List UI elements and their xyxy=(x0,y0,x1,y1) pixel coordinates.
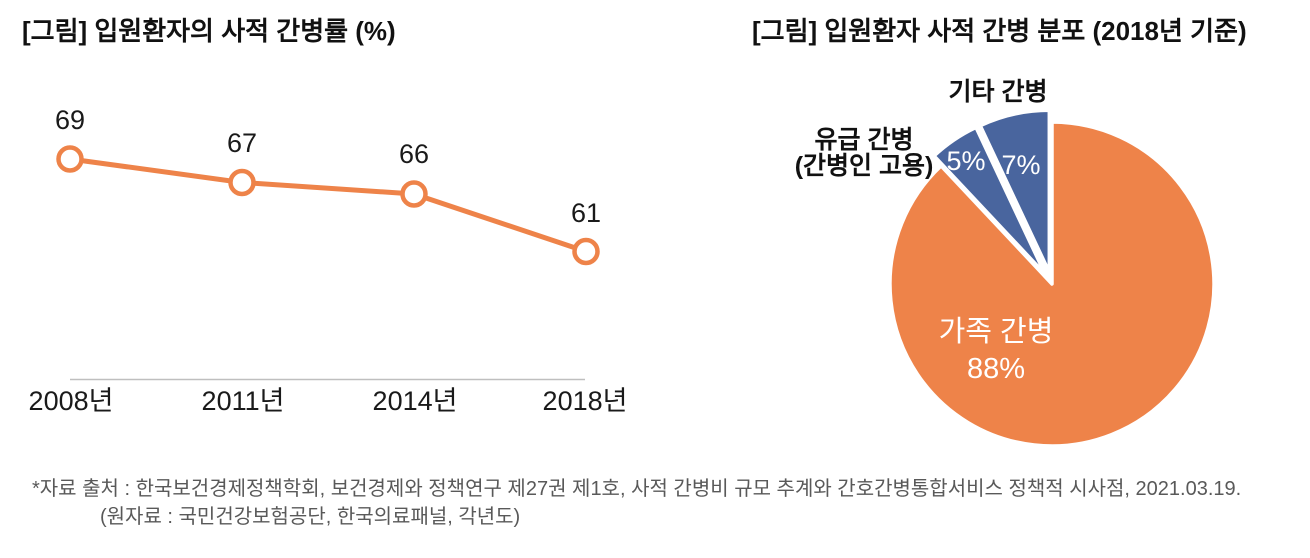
pie-label-family: 가족 간병 88% xyxy=(939,314,1054,388)
pie-callout-paid: 유급 간병 (간병인 고용) xyxy=(795,127,934,179)
data-label-2008: 69 xyxy=(54,105,86,135)
pie-pct-paid: 5% xyxy=(946,146,986,176)
line-chart xyxy=(56,145,600,381)
pie-slice-other xyxy=(978,108,1052,275)
line-chart-title: [그림] 입원환자의 사적 간병률 (%) xyxy=(22,16,396,46)
trend-line xyxy=(69,156,587,254)
pie-pct-other: 7% xyxy=(1001,150,1041,180)
pie-slice-family xyxy=(888,120,1216,448)
pie-callout-paid-line2: (간병인 고용) xyxy=(794,152,934,180)
pie-callout-other: 기타 간병 xyxy=(948,78,1048,106)
data-label-2018: 61 xyxy=(570,198,602,228)
data-point-marker-2008 xyxy=(56,145,84,173)
x-axis-label-2008: 2008년 xyxy=(28,386,114,416)
data-label-2014: 66 xyxy=(398,139,430,169)
data-point-marker-2014 xyxy=(400,180,428,208)
source-note-line1: *자료 출처 : 한국보건경제정책학회, 보건경제와 정책연구 제27권 제1호… xyxy=(32,478,1242,500)
data-point-marker-2018 xyxy=(572,237,600,266)
x-axis-label-2018: 2018년 xyxy=(542,386,628,416)
data-point-marker-2011 xyxy=(228,168,256,197)
pie-slice-paid xyxy=(932,125,1047,276)
pie-label-family-pct: 88% xyxy=(966,353,1026,385)
pie-callout-paid-line1: 유급 간병 xyxy=(814,126,914,154)
data-label-2011: 67 xyxy=(226,128,258,158)
x-axis-label-2011: 2011년 xyxy=(201,386,285,416)
pie-chart-title: [그림] 입원환자 사적 간병 분포 (2018년 기준) xyxy=(752,16,1247,46)
pie-label-family-name: 가족 간병 xyxy=(938,316,1054,348)
x-axis-label-2014: 2014년 xyxy=(372,386,458,416)
source-note-line2: (원자료 : 국민건강보험공단, 한국의료패널, 각년도) xyxy=(100,506,521,528)
pie-chart xyxy=(888,108,1216,448)
